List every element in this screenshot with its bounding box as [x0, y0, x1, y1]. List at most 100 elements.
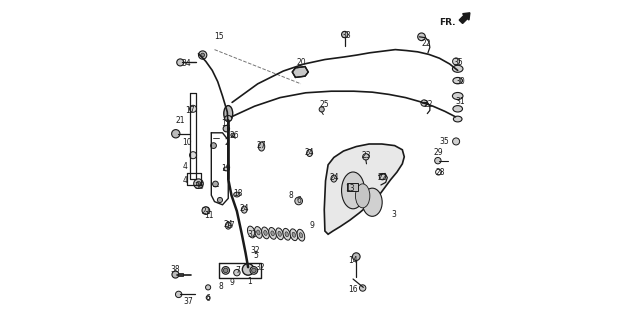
Ellipse shape: [259, 142, 265, 151]
Circle shape: [231, 133, 234, 137]
Ellipse shape: [257, 230, 260, 235]
Text: 8: 8: [289, 191, 294, 200]
Ellipse shape: [278, 231, 282, 236]
Text: 15: 15: [214, 32, 224, 41]
Text: 14: 14: [348, 256, 358, 265]
Text: 27: 27: [257, 141, 266, 150]
Text: 18: 18: [233, 189, 243, 198]
Ellipse shape: [225, 222, 231, 229]
Ellipse shape: [262, 227, 269, 239]
Text: 32: 32: [247, 230, 257, 239]
Circle shape: [190, 105, 197, 112]
Circle shape: [242, 264, 254, 275]
Circle shape: [222, 267, 229, 274]
Circle shape: [352, 253, 360, 260]
Polygon shape: [292, 67, 308, 77]
Ellipse shape: [454, 116, 462, 122]
Circle shape: [452, 58, 460, 65]
Text: 24: 24: [240, 204, 249, 213]
Text: 33: 33: [342, 31, 352, 40]
Text: 1: 1: [247, 277, 252, 286]
Text: 35: 35: [454, 58, 464, 67]
Circle shape: [176, 59, 184, 66]
Ellipse shape: [224, 106, 233, 122]
Circle shape: [418, 33, 426, 41]
Text: 31: 31: [455, 97, 465, 106]
Circle shape: [359, 285, 366, 291]
Text: 6: 6: [296, 196, 301, 204]
Ellipse shape: [264, 230, 267, 236]
Ellipse shape: [225, 116, 232, 121]
Text: 32: 32: [250, 246, 260, 255]
Circle shape: [434, 157, 441, 164]
Circle shape: [234, 269, 240, 276]
Ellipse shape: [224, 167, 229, 171]
Circle shape: [250, 267, 258, 274]
Circle shape: [202, 207, 210, 214]
Text: 10: 10: [182, 138, 192, 147]
Text: 34: 34: [182, 59, 192, 68]
Text: 11: 11: [204, 212, 214, 220]
Circle shape: [224, 268, 228, 273]
Ellipse shape: [283, 228, 290, 240]
Text: 4: 4: [182, 176, 187, 185]
Text: 7: 7: [236, 266, 240, 275]
Text: 38: 38: [170, 265, 180, 274]
Circle shape: [196, 181, 201, 186]
Ellipse shape: [255, 227, 262, 238]
Ellipse shape: [306, 149, 312, 156]
Circle shape: [201, 53, 204, 57]
Circle shape: [190, 152, 197, 159]
Text: 2: 2: [225, 138, 230, 147]
Text: 17: 17: [225, 221, 234, 230]
Circle shape: [295, 197, 303, 205]
Circle shape: [175, 291, 182, 298]
Text: 36: 36: [194, 182, 204, 191]
Ellipse shape: [362, 188, 382, 216]
Text: 23: 23: [361, 151, 371, 160]
Text: 24: 24: [329, 173, 339, 182]
Text: 28: 28: [436, 168, 445, 177]
Ellipse shape: [355, 184, 370, 208]
Text: 25: 25: [319, 100, 329, 109]
Circle shape: [194, 179, 203, 188]
Text: 19: 19: [222, 164, 231, 172]
Text: 35: 35: [439, 137, 449, 146]
Text: 21: 21: [201, 207, 211, 216]
Ellipse shape: [453, 77, 462, 84]
Text: 4: 4: [182, 162, 187, 171]
Ellipse shape: [341, 172, 364, 209]
Ellipse shape: [271, 231, 275, 236]
Text: 9: 9: [229, 278, 234, 287]
Circle shape: [199, 51, 207, 59]
Circle shape: [421, 100, 427, 106]
Bar: [347, 183, 358, 191]
Circle shape: [171, 130, 180, 138]
Ellipse shape: [290, 229, 297, 241]
Text: 21: 21: [176, 116, 185, 124]
Ellipse shape: [453, 106, 462, 112]
Text: 22: 22: [423, 100, 433, 108]
Text: 9: 9: [309, 221, 314, 230]
Text: 17: 17: [185, 106, 195, 115]
Circle shape: [379, 173, 385, 180]
Ellipse shape: [241, 206, 247, 213]
Circle shape: [217, 197, 222, 203]
Circle shape: [362, 154, 369, 160]
Text: 5: 5: [254, 252, 259, 260]
Text: 24: 24: [304, 148, 314, 156]
Text: 8: 8: [218, 282, 224, 291]
Circle shape: [252, 268, 256, 273]
Polygon shape: [324, 144, 404, 234]
Text: 24: 24: [224, 220, 233, 229]
Text: 32: 32: [255, 263, 265, 272]
Circle shape: [172, 271, 179, 278]
Text: 13: 13: [345, 184, 355, 193]
Circle shape: [341, 31, 348, 38]
Circle shape: [211, 143, 217, 148]
Ellipse shape: [299, 233, 303, 238]
Circle shape: [319, 107, 324, 112]
Text: 37: 37: [183, 297, 193, 306]
Ellipse shape: [452, 65, 463, 72]
Circle shape: [452, 138, 460, 145]
